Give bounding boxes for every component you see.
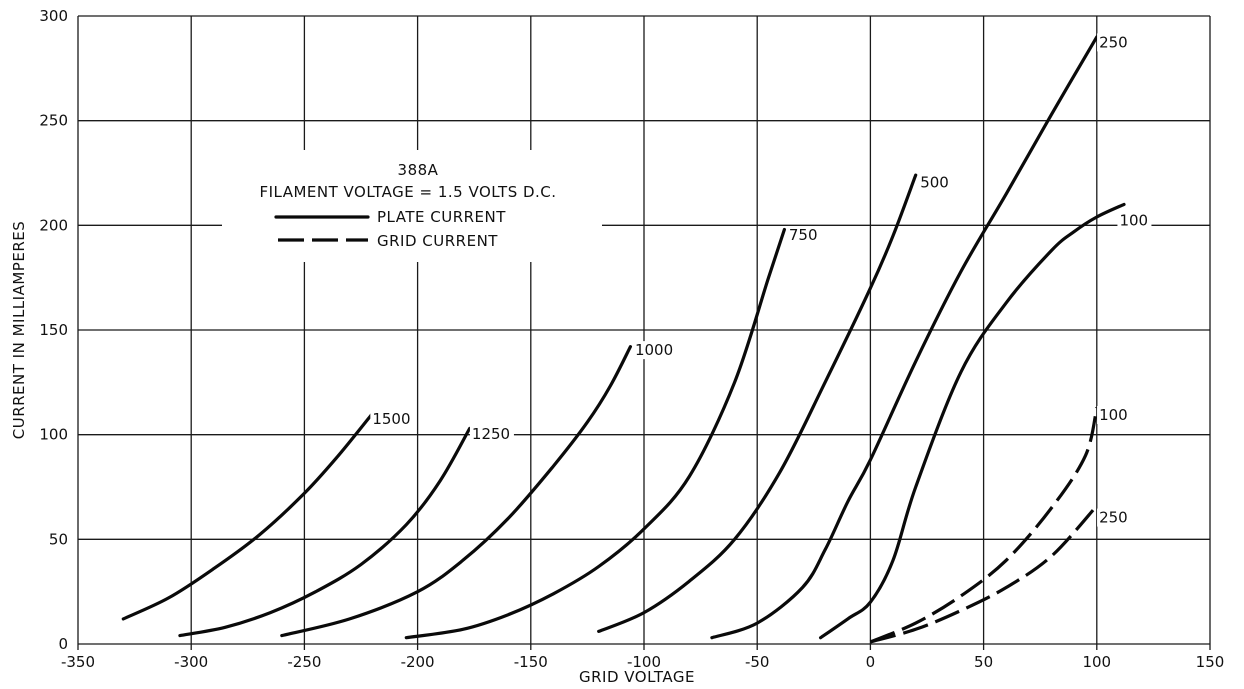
legend-grid-label: GRID CURRENT [377,232,498,250]
y-tick-label: 50 [49,530,68,548]
x-tick-label: 50 [974,653,993,671]
legend-plate-label: PLATE CURRENT [377,208,506,226]
curve-label-background [469,424,514,443]
curve-label-background [1097,508,1132,527]
chart-labels: 1500 1250 1000 750 500 250 100 100 250 [370,33,1152,527]
legend: 388A FILAMENT VOLTAGE = 1.5 VOLTS D.C. P… [222,150,602,262]
curve-label-background [370,410,415,429]
y-tick-label: 250 [39,112,68,130]
plate-current-curve-750 [404,227,786,640]
plate-current-curve-250 [710,35,1099,640]
x-tick-label: -250 [287,653,321,671]
curve-label-1000: 1000 [635,341,673,359]
curve-label-1500: 1500 [372,410,410,428]
curve-label-250: 250 [1099,509,1128,527]
x-tick-label: -200 [401,653,435,671]
curve-label-1250: 1250 [472,425,510,443]
grid-current-curve-100 [869,407,1099,644]
y-tick-label: 0 [58,635,68,653]
curve-label-100: 100 [1099,406,1128,424]
x-tick-label: -350 [61,653,95,671]
curve-label-background [1097,406,1132,425]
chart-curves [121,35,1126,644]
x-tick-label: -100 [627,653,661,671]
x-tick-label: -150 [514,653,548,671]
plate-current-curve-1000 [280,345,632,638]
y-tick-label: 100 [39,426,68,444]
y-tick-label: 300 [39,7,68,25]
curve-label-250: 250 [1099,33,1128,51]
x-tick-label: -50 [745,653,770,671]
plate-current-curve-500 [597,173,918,633]
plate-current-curve-1250 [178,426,472,638]
chart-subtitle: FILAMENT VOLTAGE = 1.5 VOLTS D.C. [259,183,556,201]
x-axis-title: GRID VOLTAGE [579,668,695,686]
curve-label-background [918,173,953,192]
x-tick-label: 100 [1082,653,1111,671]
plate-current-curve-100 [819,202,1126,640]
x-tick-label: -300 [174,653,208,671]
plate-current-curve-1500 [121,412,374,621]
chart-ticks: -350 -300 -250 -200 -150 -100 -50 0 50 100 1500501… [39,7,1224,671]
curve-label-750: 750 [789,226,818,244]
legend-background [222,150,602,262]
y-axis-title: CURRENT IN MILLIAMPERES [10,221,28,440]
curve-label-100: 100 [1119,211,1148,229]
y-tick-label: 150 [39,321,68,339]
curve-label-background [1097,33,1132,52]
curve-label-background [786,225,821,244]
curve-label-500: 500 [920,174,949,192]
chart-grid [77,15,1211,650]
x-tick-label: 150 [1196,653,1225,671]
curve-label-background [632,341,677,360]
curve-label-background [1117,211,1152,230]
chart-title: 388A [398,161,439,179]
grid-current-curve-250 [869,504,1098,644]
x-tick-label: 0 [866,653,876,671]
y-tick-label: 200 [39,216,68,234]
